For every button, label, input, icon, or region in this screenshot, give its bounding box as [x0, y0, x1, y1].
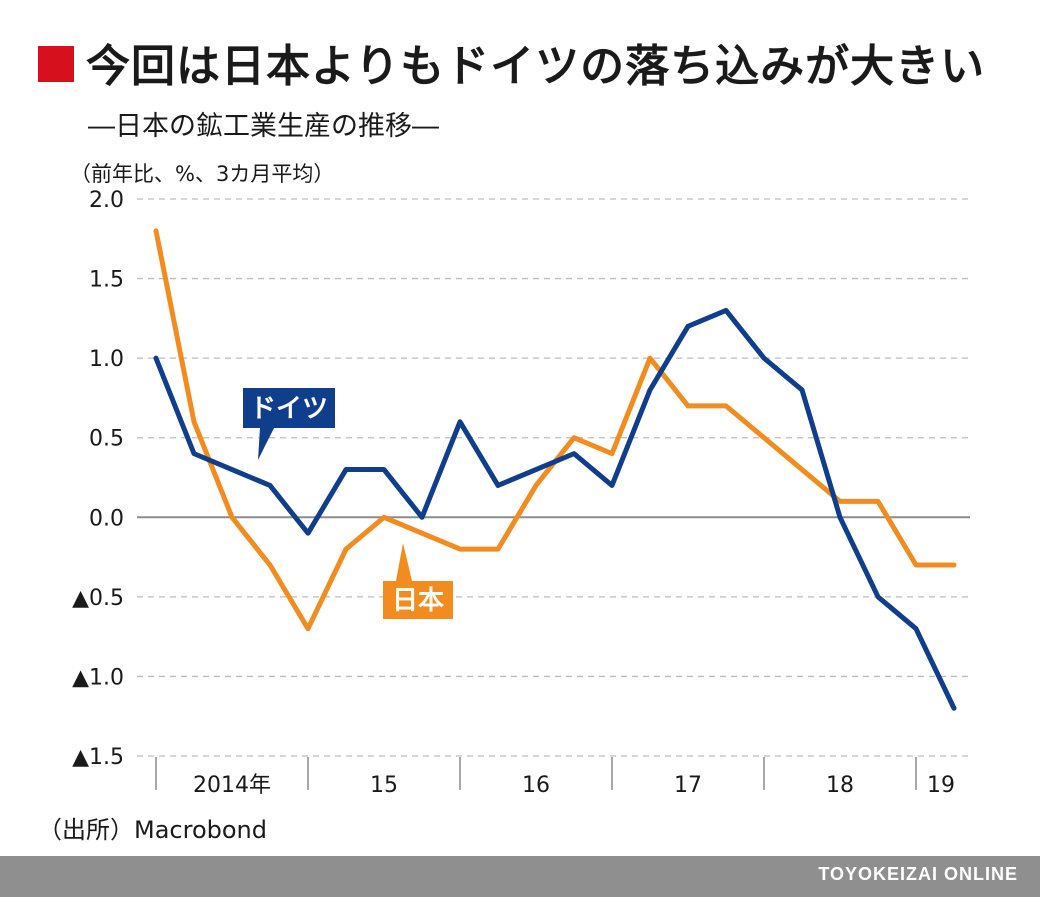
title-marker-square [38, 46, 74, 82]
x-tick-label: 16 [522, 773, 550, 798]
callout-pointer-japan [396, 543, 412, 581]
series-line-japan [153, 228, 957, 632]
callout-pointer-germany [258, 428, 274, 460]
series-lines [153, 228, 957, 711]
y-tick-label: 1.0 [89, 347, 124, 372]
grid-lines [137, 198, 970, 757]
x-tick-label: 18 [826, 773, 854, 798]
y-tick-label: ▲0.5 [72, 586, 124, 611]
callout-box-germany [243, 388, 335, 428]
series-label-germany: ドイツ [250, 394, 328, 424]
y-tick-label: 1.5 [89, 268, 124, 293]
y-axis-unit-label: （前年比、%、3カ月平均） [70, 162, 335, 186]
y-tick-label: 2.0 [89, 188, 124, 213]
source-note: （出所）Macrobond [38, 816, 267, 844]
x-tick-label: 15 [370, 773, 398, 798]
y-tick-label: ▲1.0 [72, 665, 124, 690]
series-line-germany [153, 307, 957, 711]
footer-bar: TOYOKEIZAI ONLINE [0, 856, 1040, 897]
publisher-credit: TOYOKEIZAI ONLINE [818, 864, 1018, 884]
y-tick-label: ▲1.5 [72, 745, 124, 770]
y-tick-label: 0.5 [89, 427, 124, 452]
axes: 2.0 1.5 1.0 0.5 0.0 ▲0.5 ▲1.0 ▲1.5 2014年 15 16 17 18… [72, 188, 955, 798]
series-label-japan: 日本 [392, 586, 444, 616]
line-chart: 2.0 1.5 1.0 0.5 0.0 ▲0.5 ▲1.0 ▲1.5 2014年 15 16 17 18… [72, 188, 970, 798]
chart-title: 今回は日本よりもドイツの落ち込みが大きい [86, 41, 986, 92]
x-tick-label: 19 [927, 773, 955, 798]
x-tick-label: 17 [674, 773, 702, 798]
callout-box-japan [383, 581, 453, 619]
x-tick-label: 2014年 [193, 773, 271, 798]
y-tick-label: 0.0 [89, 506, 124, 531]
chart-subtitle: ―日本の鉱工業生産の推移― [88, 111, 439, 142]
